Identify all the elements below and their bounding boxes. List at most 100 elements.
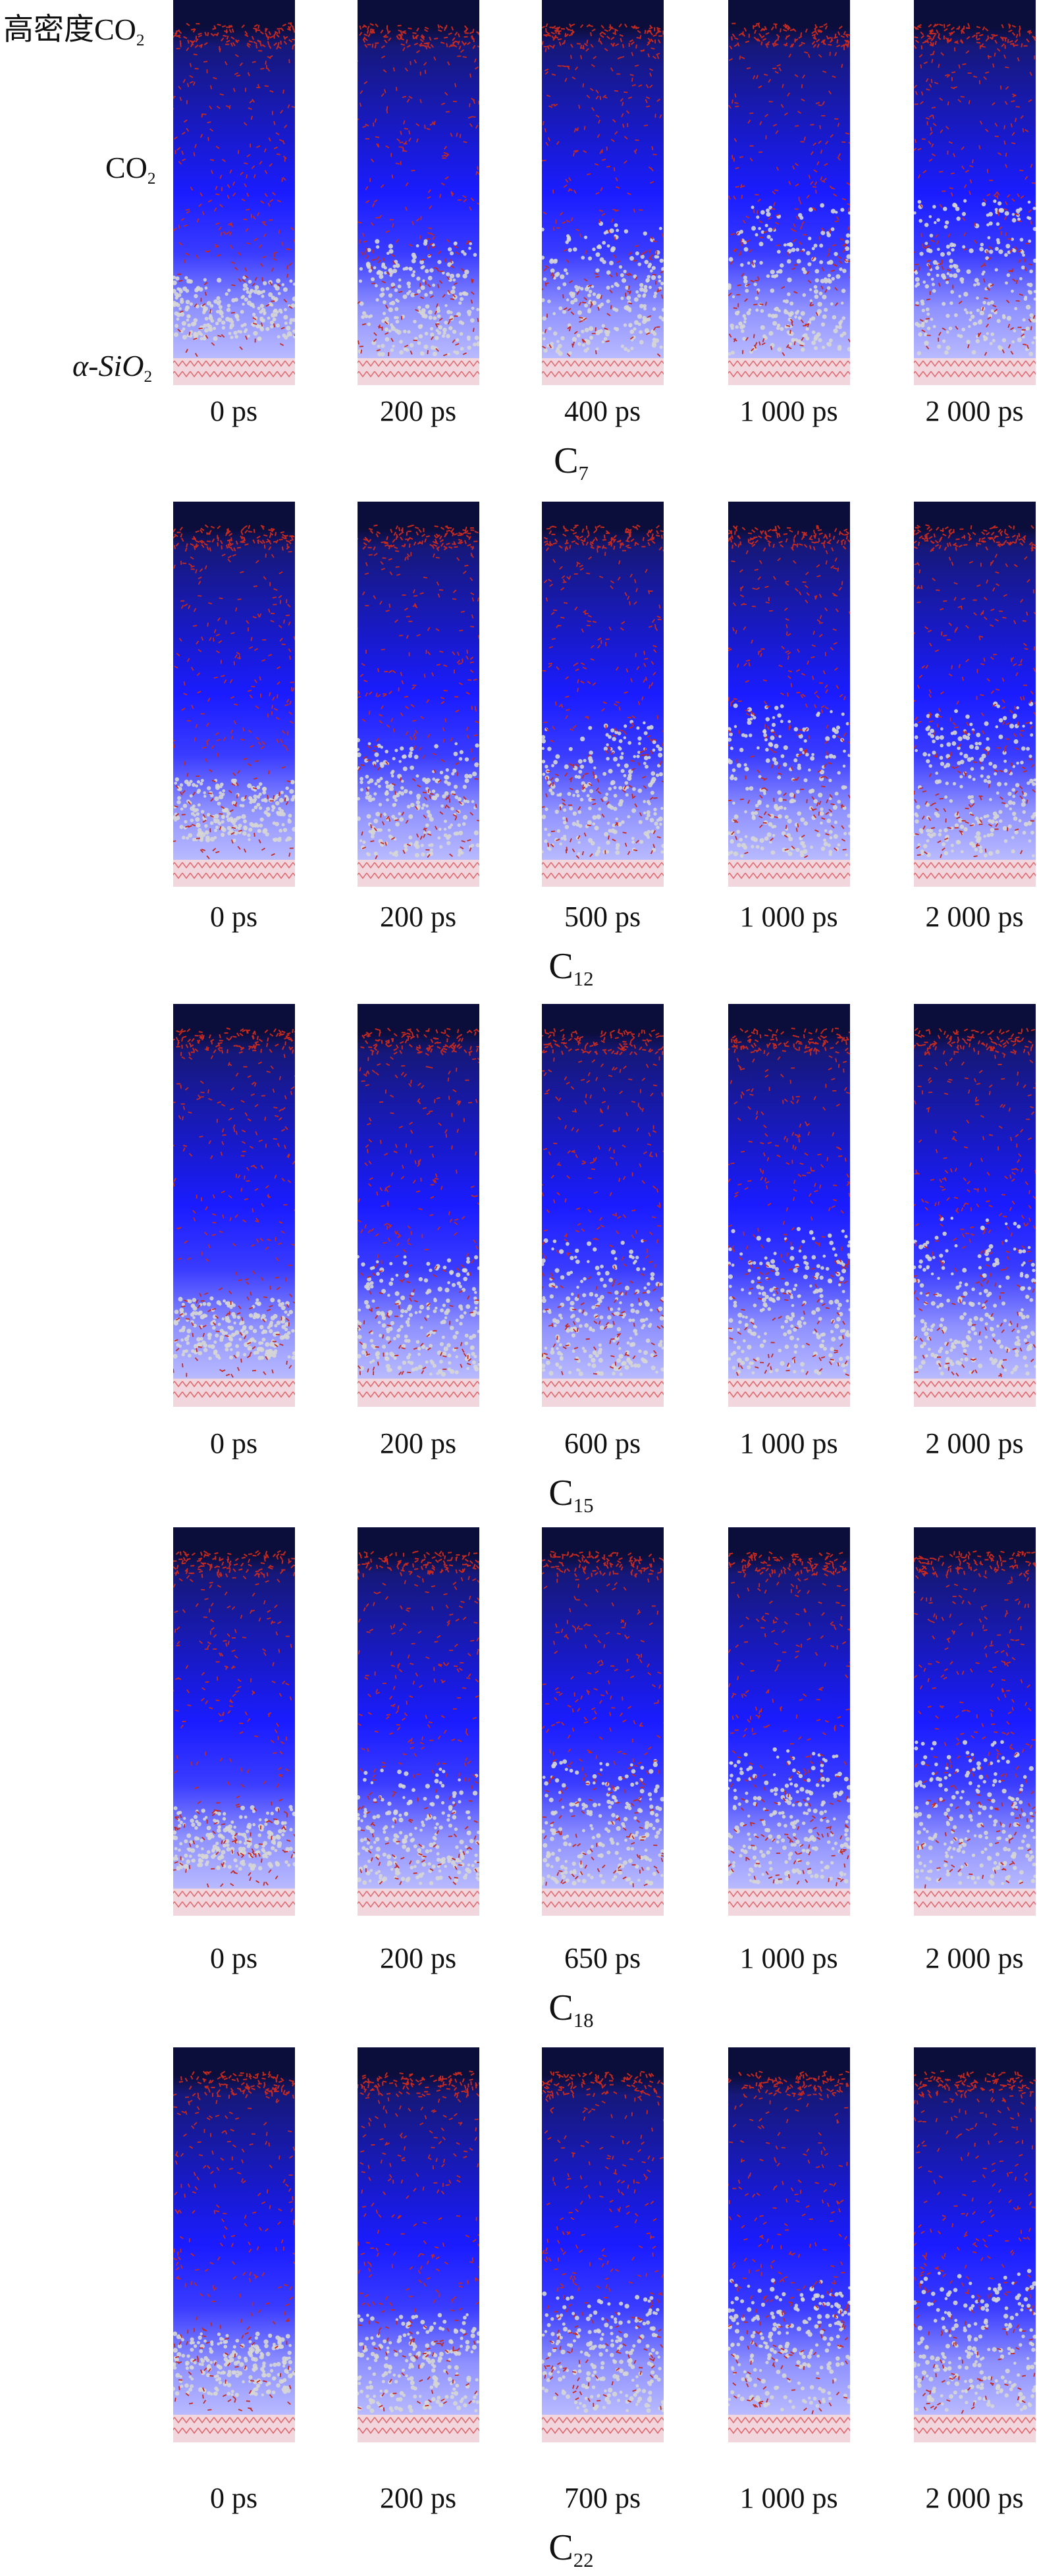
co2-molecule bbox=[204, 291, 207, 296]
co2-molecule bbox=[401, 812, 404, 816]
co2-molecule bbox=[434, 541, 439, 545]
hydrocarbon-atom bbox=[826, 342, 830, 346]
co2-molecule bbox=[839, 532, 844, 536]
co2-molecule bbox=[291, 38, 295, 41]
co2-molecule bbox=[269, 90, 274, 93]
co2-molecule bbox=[1031, 182, 1036, 184]
hydrocarbon-atom bbox=[279, 311, 282, 314]
hydrocarbon-atom bbox=[458, 301, 462, 305]
co2-molecule bbox=[562, 294, 564, 299]
co2-molecule bbox=[215, 633, 220, 637]
co2-molecule bbox=[199, 527, 204, 531]
silica-lattice bbox=[173, 872, 183, 880]
hydrocarbon-atom bbox=[981, 201, 986, 207]
co2-molecule bbox=[581, 339, 586, 343]
co2-molecule bbox=[622, 43, 624, 48]
co2-molecule bbox=[174, 785, 178, 789]
hydrocarbon-atom bbox=[403, 789, 408, 794]
co2-molecule bbox=[787, 346, 791, 350]
hydrocarbon-atom bbox=[773, 313, 778, 319]
hydrocarbon-atom bbox=[950, 248, 955, 252]
hydrocarbon-atom bbox=[470, 843, 474, 847]
hydrocarbon-atom bbox=[614, 730, 618, 735]
co2-molecule bbox=[385, 145, 389, 149]
co2-molecule bbox=[221, 334, 225, 338]
co2-molecule bbox=[913, 26, 917, 30]
co2-molecule bbox=[468, 206, 472, 211]
co2-molecule bbox=[462, 570, 467, 575]
silica-lattice bbox=[784, 360, 793, 367]
co2-molecule bbox=[253, 777, 257, 780]
co2-molecule bbox=[375, 136, 379, 138]
co2-molecule bbox=[753, 24, 758, 28]
molecule-snapshot bbox=[728, 22, 850, 385]
hydrocarbon-atom bbox=[788, 342, 792, 346]
co2-molecule bbox=[631, 715, 635, 719]
co2-molecule bbox=[612, 32, 616, 36]
co2-molecule bbox=[189, 39, 194, 43]
co2-molecule bbox=[1028, 319, 1032, 323]
hydrocarbon-atom bbox=[460, 250, 465, 254]
co2-molecule bbox=[948, 141, 953, 144]
co2-molecule bbox=[627, 251, 632, 256]
co2-molecule bbox=[475, 171, 477, 176]
co2-molecule bbox=[816, 43, 820, 48]
silica-lattice bbox=[558, 360, 568, 367]
co2-molecule bbox=[273, 251, 277, 255]
hydrocarbon-atom bbox=[445, 334, 450, 338]
hydrocarbon-atom bbox=[624, 229, 628, 234]
co2-molecule bbox=[624, 843, 627, 847]
co2-molecule bbox=[209, 128, 213, 132]
hydrocarbon-atom bbox=[608, 261, 614, 266]
co2-molecule bbox=[834, 220, 839, 223]
hydrocarbon-atom bbox=[552, 760, 558, 765]
hydrocarbon-atom bbox=[277, 335, 280, 339]
hydrocarbon-atom bbox=[847, 347, 850, 352]
co2-molecule bbox=[1017, 250, 1022, 253]
silica-lattice bbox=[405, 862, 415, 869]
co2-molecule bbox=[969, 179, 972, 184]
co2-molecule bbox=[247, 525, 250, 529]
co2-molecule bbox=[267, 31, 271, 36]
co2-molecule bbox=[413, 293, 418, 296]
co2-molecule bbox=[413, 541, 416, 546]
hydrocarbon-atom bbox=[637, 742, 641, 745]
co2-molecule bbox=[586, 94, 590, 99]
hydrocarbon-atom bbox=[279, 798, 284, 803]
co2-molecule bbox=[280, 766, 286, 769]
hydrocarbon-atom bbox=[575, 794, 580, 798]
co2-molecule bbox=[373, 552, 378, 556]
co2-molecule bbox=[990, 284, 994, 287]
snapshot-panel bbox=[728, 502, 850, 887]
co2-molecule bbox=[183, 603, 188, 607]
hydrocarbon-atom bbox=[1021, 265, 1025, 270]
hydrocarbon-atom bbox=[602, 772, 606, 776]
hydrocarbon-atom bbox=[762, 334, 766, 338]
co2-molecule bbox=[812, 546, 816, 551]
hydrocarbon-atom bbox=[741, 336, 746, 341]
hydrocarbon-atom bbox=[603, 747, 608, 751]
co2-molecule bbox=[566, 220, 570, 223]
co2-molecule bbox=[445, 542, 450, 546]
co2-molecule bbox=[610, 36, 614, 40]
hydrocarbon-atom bbox=[616, 763, 620, 767]
hydrocarbon-atom bbox=[268, 302, 273, 307]
co2-molecule bbox=[814, 31, 818, 36]
co2-molecule bbox=[647, 529, 650, 534]
co2-molecule bbox=[631, 793, 633, 798]
hydrocarbon-atom bbox=[208, 328, 212, 332]
hydrocarbon-atom bbox=[285, 325, 290, 331]
hydrocarbon-atom bbox=[425, 823, 429, 828]
co2-molecule bbox=[185, 543, 188, 548]
hydrocarbon-atom bbox=[454, 241, 457, 245]
hydrocarbon-atom bbox=[955, 268, 961, 273]
hydrocarbon-atom bbox=[582, 783, 587, 789]
co2-molecule bbox=[589, 541, 594, 544]
silica-lattice bbox=[744, 371, 754, 378]
hydrocarbon-atom bbox=[1025, 304, 1030, 310]
hydrocarbon-atom bbox=[612, 806, 618, 811]
hydrocarbon-atom bbox=[589, 789, 593, 793]
co2-molecule bbox=[408, 543, 410, 548]
co2-molecule bbox=[371, 749, 376, 752]
co2-molecule bbox=[625, 668, 628, 673]
